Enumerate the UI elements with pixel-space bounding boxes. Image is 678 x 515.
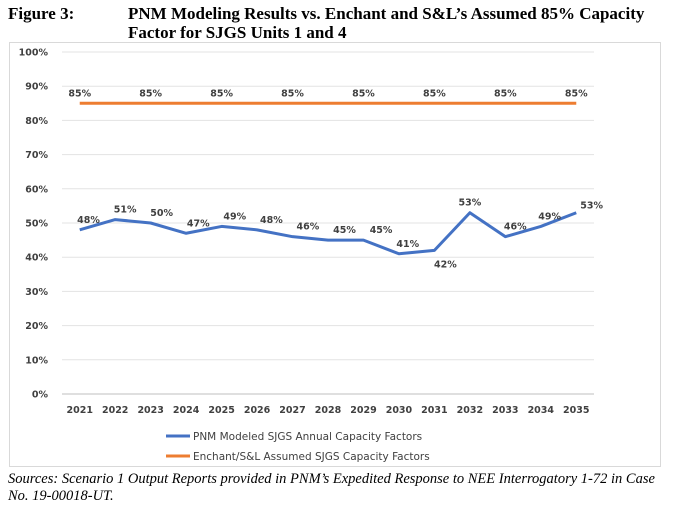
y-tick-label: 50%	[25, 219, 48, 230]
chart-frame	[9, 42, 661, 467]
y-tick-label: 10%	[25, 355, 48, 366]
y-tick-label: 90%	[25, 82, 48, 93]
x-tick-label: 2023	[137, 405, 163, 416]
legend-label: PNM Modeled SJGS Annual Capacity Factors	[193, 431, 422, 443]
data-label: 85%	[139, 88, 162, 99]
data-label: 48%	[260, 215, 283, 226]
data-label: 85%	[210, 88, 233, 99]
x-tick-label: 2021	[67, 405, 93, 416]
data-label: 50%	[150, 208, 173, 219]
data-label: 85%	[494, 88, 517, 99]
capacity-factor-chart: 0% 10% 20% 30% 40% 50% 60% 70% 80% 90% 100% 2021 202…	[19, 48, 604, 464]
data-label: 85%	[281, 88, 304, 99]
x-tick-label: 2035	[563, 405, 589, 416]
data-label: 48%	[77, 215, 100, 226]
data-label: 85%	[352, 88, 375, 99]
figure-title: PNM Modeling Results vs. Enchant and S&L…	[128, 4, 645, 42]
data-label: 85%	[565, 88, 588, 99]
legend-label: Enchant/S&L Assumed SJGS Capacity Factor…	[193, 451, 430, 463]
y-tick-label: 20%	[25, 321, 48, 332]
x-tick-label: 2031	[421, 405, 447, 416]
data-label: 42%	[434, 259, 457, 270]
data-label: 46%	[504, 222, 527, 233]
data-label: 53%	[580, 201, 603, 212]
data-label: 85%	[423, 88, 446, 99]
y-tick-label: 80%	[25, 116, 48, 127]
data-label: 46%	[297, 222, 320, 233]
y-tick-label: 100%	[19, 48, 49, 59]
data-label: 47%	[187, 218, 210, 229]
x-tick-label: 2032	[457, 405, 483, 416]
x-tick-label: 2022	[102, 405, 128, 416]
y-tick-label: 0%	[32, 390, 49, 401]
data-label: 51%	[114, 205, 137, 216]
x-tick-label: 2033	[492, 405, 518, 416]
data-label: 45%	[370, 225, 393, 236]
data-label: 45%	[333, 225, 356, 236]
data-label: 53%	[458, 198, 481, 209]
data-label: 49%	[538, 211, 561, 222]
y-tick-label: 40%	[25, 253, 48, 264]
x-tick-label: 2025	[208, 405, 234, 416]
source-note: Sources: Scenario 1 Output Reports provi…	[8, 471, 655, 504]
x-tick-label: 2024	[173, 405, 200, 416]
x-tick-label: 2026	[244, 405, 271, 416]
x-tick-label: 2030	[386, 405, 413, 416]
y-tick-label: 70%	[25, 150, 48, 161]
y-tick-label: 30%	[25, 287, 48, 298]
y-tick-label: 60%	[25, 184, 48, 195]
data-label: 49%	[223, 211, 246, 222]
data-label: 85%	[68, 88, 91, 99]
figure-label: Figure 3:	[8, 4, 75, 23]
x-tick-label: 2028	[315, 405, 342, 416]
data-label: 41%	[396, 239, 419, 250]
x-tick-label: 2027	[279, 405, 305, 416]
x-tick-label: 2034	[528, 405, 555, 416]
x-tick-label: 2029	[350, 405, 376, 416]
